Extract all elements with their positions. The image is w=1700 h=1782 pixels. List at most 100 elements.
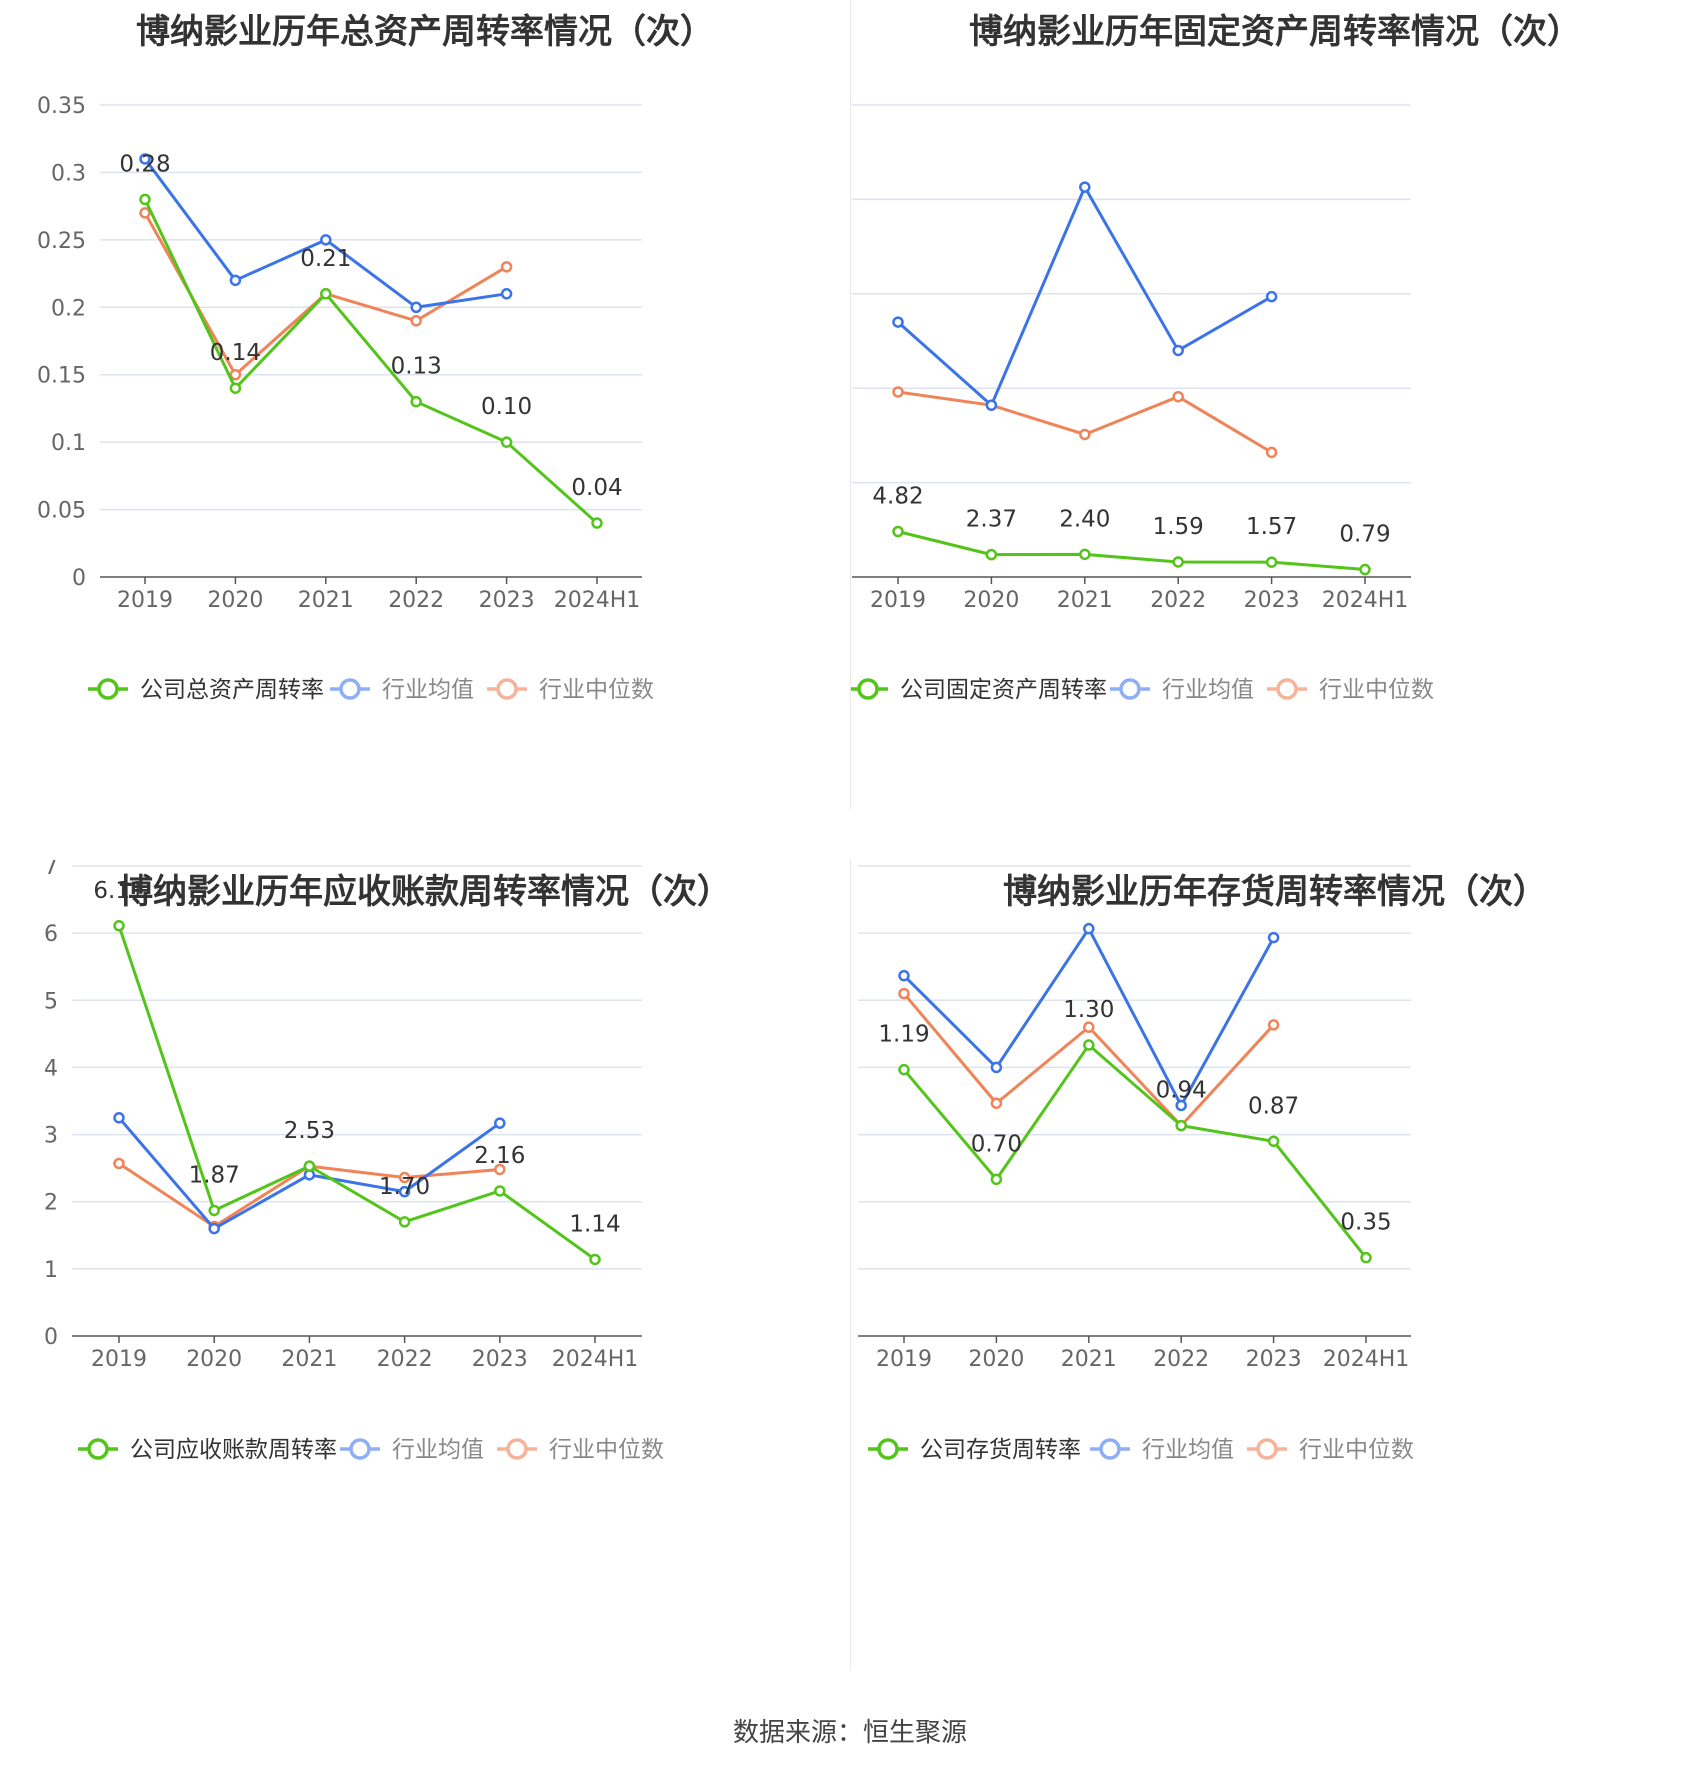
chart-title: 博纳影业历年应收账款周转率情况（次） <box>119 872 731 912</box>
x-tick-label: 2023 <box>472 1347 528 1372</box>
chart-title: 博纳影业历年固定资产周转率情况（次） <box>969 12 1581 52</box>
chart-svg: 0 1 2 3 4 5 6 7 2019 2020 2021 2022 2023 2024H1 6.11 1.… <box>44 860 664 1463</box>
legend-item-average: 行业均值 <box>340 1437 484 1463</box>
data-label: 0.10 <box>481 394 532 420</box>
data-label: 1.70 <box>379 1174 430 1200</box>
data-label: 0.79 <box>1339 522 1390 548</box>
data-label: 2.16 <box>474 1143 525 1169</box>
data-point-average <box>1265 290 1278 303</box>
legend-marker <box>857 678 879 700</box>
data-label: 2.53 <box>284 1118 335 1144</box>
legend-label: 公司总资产周转率 <box>140 677 324 703</box>
data-label: 0.21 <box>300 246 351 272</box>
data-point-company <box>208 1204 220 1217</box>
series-line-company <box>902 1043 1368 1259</box>
data-point-average <box>229 274 242 287</box>
data-point-company <box>494 1185 506 1197</box>
legend-item-median: 行业中位数 <box>487 677 654 703</box>
data-point-average <box>1079 181 1091 193</box>
data-point-average <box>898 969 910 982</box>
series-line-average <box>897 185 1273 407</box>
chart-title: 博纳影业历年总资产周转率情况（次） <box>136 12 714 52</box>
data-point-average <box>985 399 998 411</box>
chart-panel-fixed-asset-turnover: 博纳影业历年固定资产周转率情况（次） 010203040502019202020… <box>850 0 1700 810</box>
data-point-median <box>410 315 422 327</box>
y-tick-label: 3 <box>44 1124 58 1149</box>
y-tick-label: 1 <box>44 1258 58 1283</box>
y-tick-label: 0.2 <box>51 296 86 321</box>
legend-marker <box>1256 1438 1278 1460</box>
y-tick-label: 0 <box>72 566 86 591</box>
legend-marker <box>506 1438 528 1460</box>
x-tick-label: 2022 <box>377 1347 433 1372</box>
data-label: 2.37 <box>966 507 1017 533</box>
legend-item-median: 行业中位数 <box>497 1437 664 1463</box>
x-tick-label: 2021 <box>1061 1347 1117 1372</box>
x-tick-label: 2020 <box>186 1347 242 1372</box>
x-tick-label: 2022 <box>1153 1347 1209 1372</box>
legend-item-company: 公司应收账款周转率 <box>78 1437 337 1463</box>
y-tick-label: 4 <box>44 1056 58 1081</box>
data-point-median <box>1265 446 1278 459</box>
legend-label: 行业均值 <box>382 677 474 703</box>
data-point-median <box>398 1171 411 1184</box>
data-point-average <box>494 1117 506 1129</box>
x-tick-label: 2020 <box>207 588 263 613</box>
legend-item-median: 行业中位数 <box>1247 1437 1414 1463</box>
data-point-company <box>229 382 242 394</box>
data-label: 0.28 <box>119 151 170 177</box>
x-tick-label: 2023 <box>1244 588 1300 613</box>
data-point-company <box>139 193 151 206</box>
data-point-company <box>1079 548 1091 561</box>
x-tick-label: 2023 <box>1246 1347 1302 1372</box>
legend-item-average: 行业均值 <box>1090 1437 1234 1463</box>
legend-label: 行业中位数 <box>539 677 654 703</box>
legend-marker <box>1119 678 1141 700</box>
data-point-company <box>410 395 422 408</box>
x-tick-label: 2019 <box>876 1347 932 1372</box>
legend-label: 公司应收账款周转率 <box>130 1437 337 1463</box>
y-tick-label: 0 <box>44 1325 58 1350</box>
x-tick-label: 2019 <box>91 1347 147 1372</box>
data-label: 0.87 <box>1248 1093 1299 1119</box>
x-tick-label: 2021 <box>281 1347 337 1372</box>
series-line-company <box>117 925 596 1261</box>
chart-panel-receivables-turnover: 博纳影业历年应收账款周转率情况（次） 0 1 2 3 4 5 6 7 2019 2020 2021 2… <box>0 860 850 1670</box>
data-point-average <box>139 153 151 165</box>
data-point-median <box>494 1163 506 1176</box>
data-point-company <box>1172 556 1184 568</box>
x-tick-label: 2022 <box>388 588 444 613</box>
legend-marker <box>877 1438 899 1460</box>
data-point-company <box>398 1216 411 1228</box>
y-tick-label: 0.25 <box>37 229 86 254</box>
x-tick-label: 2020 <box>968 1347 1024 1372</box>
legend-label: 公司固定资产周转率 <box>900 677 1107 703</box>
data-point-average <box>398 1185 411 1198</box>
legend-item-average: 行业均值 <box>1110 677 1254 703</box>
data-point-average <box>500 288 513 300</box>
data-label: 6.11 <box>93 878 144 904</box>
data-point-average <box>1267 931 1280 944</box>
y-tick-label: 0.35 <box>37 94 86 119</box>
y-tick-label: 5 <box>44 989 58 1014</box>
data-point-company <box>1267 1135 1280 1148</box>
x-tick-label: 2021 <box>298 588 354 613</box>
y-tick-label: 6 <box>44 922 58 947</box>
data-point-company <box>985 548 998 561</box>
vertical-divider-top <box>850 0 851 810</box>
legend-label: 行业均值 <box>1142 1437 1234 1463</box>
data-point-company <box>990 1173 1003 1186</box>
data-point-average <box>320 234 332 246</box>
data-label: 1.30 <box>1063 997 1114 1023</box>
legend-label: 行业均值 <box>1162 677 1254 703</box>
data-point-median <box>139 207 151 219</box>
data-label: 1.87 <box>189 1162 240 1188</box>
x-tick-label: 2022 <box>1150 588 1206 613</box>
chart-panel-inventory-turnover: 博纳影业历年存货周转率情况（次） 00.30.60.91.21.51.82.12… <box>850 860 1700 1670</box>
legend-marker <box>1099 1438 1121 1460</box>
data-point-median <box>990 1097 1003 1109</box>
data-point-median <box>1172 390 1184 403</box>
chart-title: 博纳影业历年存货周转率情况（次） <box>1003 872 1547 912</box>
data-label: 1.19 <box>878 1022 929 1048</box>
data-point-company <box>892 525 904 538</box>
